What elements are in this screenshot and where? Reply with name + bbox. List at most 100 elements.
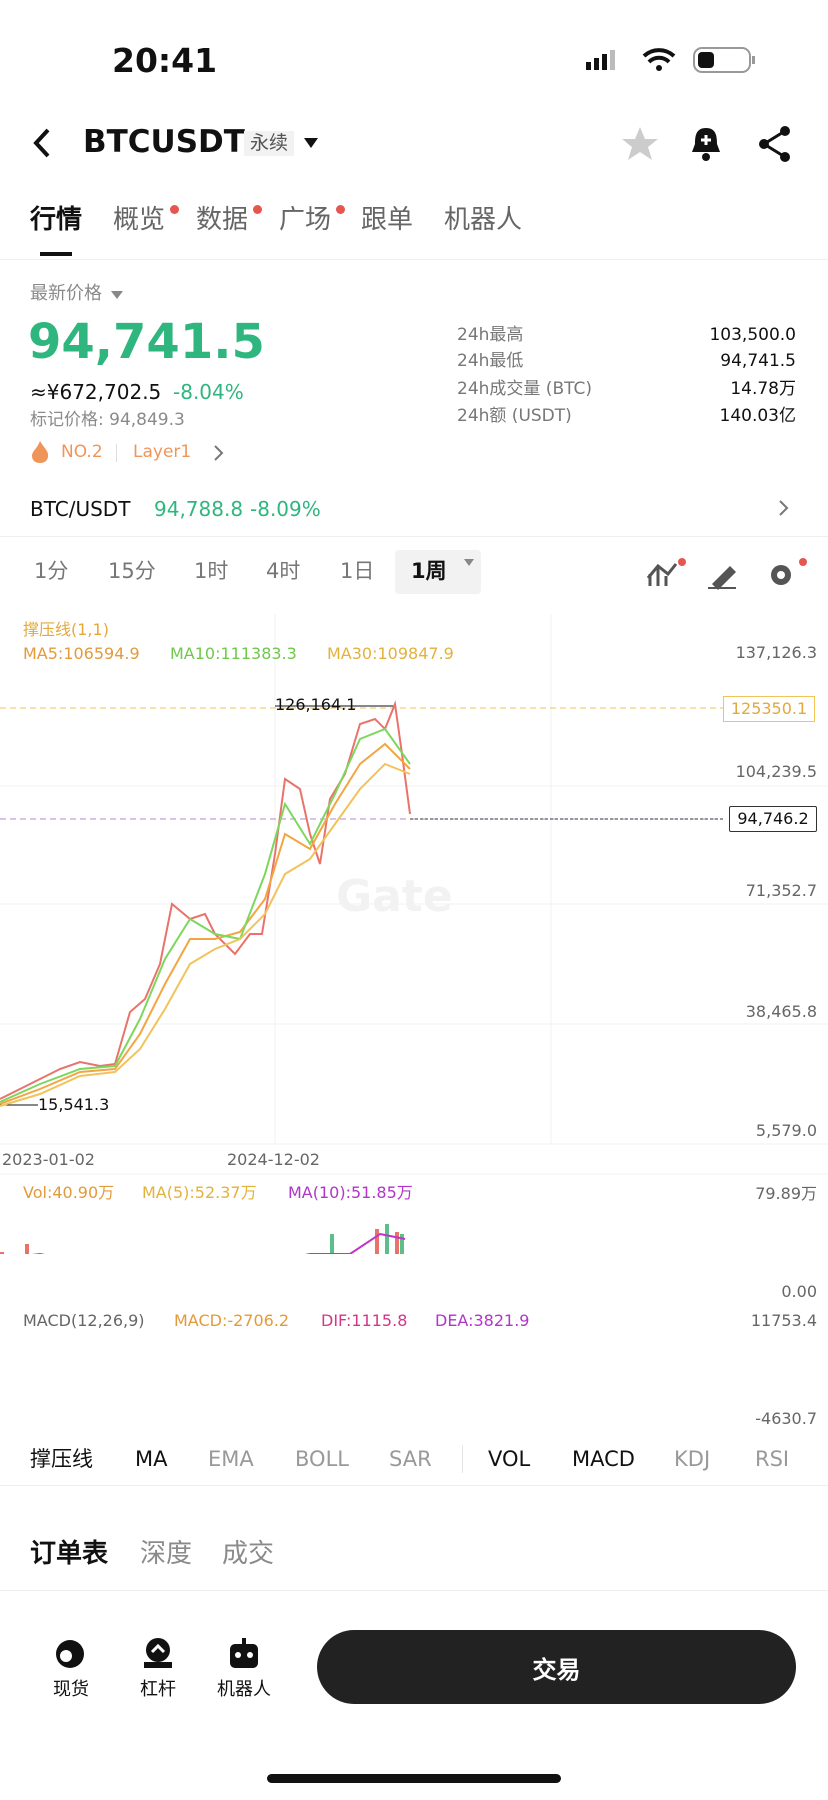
indicator[interactable]: MA bbox=[135, 1447, 168, 1471]
stat-label: 24h额 (USDT) bbox=[457, 406, 572, 426]
macd-value: MACD:-2706.2 bbox=[174, 1311, 290, 1330]
ma-label: MA30:109847.9 bbox=[327, 644, 454, 663]
tab-dot bbox=[336, 205, 345, 214]
status-icons bbox=[586, 47, 755, 73]
alert-bell[interactable] bbox=[688, 124, 724, 164]
ma-label: MA10:111383.3 bbox=[170, 644, 297, 663]
line-label: 125350.1 bbox=[723, 696, 815, 722]
dropdown-arrow[interactable] bbox=[302, 136, 320, 150]
mark-price: 标记价格: 94,849.3 bbox=[30, 410, 185, 430]
interval[interactable]: 1分 bbox=[34, 559, 69, 583]
divider bbox=[0, 1485, 828, 1486]
vol-ma5: MA(5):52.37万 bbox=[142, 1183, 257, 1202]
macd-title: MACD(12,26,9) bbox=[23, 1311, 145, 1330]
dropdown-arrow bbox=[464, 559, 474, 566]
nav-item[interactable]: 杠杆 bbox=[140, 1679, 176, 1700]
nav-item[interactable]: 现货 bbox=[53, 1679, 89, 1700]
price-change: -8.04% bbox=[173, 380, 244, 404]
vol-label: Vol:40.90万 bbox=[23, 1183, 115, 1202]
interval[interactable]: 1时 bbox=[194, 559, 229, 583]
nav-item[interactable]: 机器人 bbox=[217, 1679, 271, 1700]
spot-price: 94,788.8 bbox=[154, 497, 244, 521]
last-price: 94,741.5 bbox=[28, 314, 265, 370]
low-label: 15,541.3 bbox=[38, 1095, 110, 1114]
tab[interactable]: 数据 bbox=[196, 205, 249, 235]
tab-indicator bbox=[40, 252, 72, 256]
chevron[interactable] bbox=[778, 499, 790, 517]
favorite-star[interactable] bbox=[620, 124, 660, 164]
divider bbox=[0, 259, 828, 260]
indicator[interactable]: VOL bbox=[488, 1447, 531, 1471]
watermark: Gate bbox=[336, 871, 453, 922]
axis-label: 71,352.7 bbox=[745, 881, 817, 900]
indicator[interactable]: 撑压线 bbox=[30, 1447, 93, 1471]
share-button[interactable] bbox=[757, 124, 793, 164]
indicator[interactable]: RSI bbox=[755, 1447, 790, 1471]
tab[interactable]: 广场 bbox=[279, 205, 332, 235]
dea-value: DEA:3821.9 bbox=[435, 1311, 530, 1330]
stat-label: 24h最高 bbox=[457, 325, 524, 345]
spot-change: -8.09% bbox=[250, 497, 321, 521]
axis-label: 5,579.0 bbox=[755, 1121, 817, 1140]
fire-icon bbox=[32, 441, 49, 463]
indicator[interactable]: EMA bbox=[208, 1447, 254, 1471]
date-label: 2024-12-02 bbox=[227, 1150, 320, 1169]
cny-price: ≈¥672,702.5 bbox=[30, 380, 162, 404]
axis-label: 0.00 bbox=[781, 1282, 817, 1301]
interval[interactable]: 1周 bbox=[411, 559, 447, 583]
dif-value: DIF:1115.8 bbox=[321, 1311, 408, 1330]
axis-label: -4630.7 bbox=[755, 1409, 817, 1428]
axis-label: 79.89万 bbox=[755, 1184, 817, 1203]
divider bbox=[0, 536, 828, 537]
status-time: 20:41 bbox=[112, 41, 218, 80]
book-tab[interactable]: 成交 bbox=[222, 1539, 275, 1569]
stat-label: 24h成交量 (BTC) bbox=[457, 379, 592, 399]
stat-value: 14.78万 bbox=[730, 379, 796, 399]
book-tab[interactable]: 深度 bbox=[140, 1539, 193, 1569]
stat-value: 103,500.0 bbox=[709, 325, 796, 345]
indicator[interactable]: MACD bbox=[572, 1447, 635, 1471]
chart-tools[interactable] bbox=[646, 558, 816, 590]
price-chart bbox=[0, 614, 828, 1254]
indicator[interactable]: SAR bbox=[389, 1447, 432, 1471]
stat-value: 94,741.5 bbox=[720, 351, 796, 371]
book-tab[interactable]: 订单表 bbox=[30, 1539, 109, 1569]
tab-dot bbox=[253, 205, 262, 214]
tab-dot bbox=[170, 205, 179, 214]
high-label: 126,164.1 bbox=[275, 695, 357, 714]
axis-label: 11753.4 bbox=[750, 1311, 817, 1330]
vol-ma10: MA(10):51.85万 bbox=[288, 1183, 413, 1202]
interval[interactable]: 4时 bbox=[266, 559, 301, 583]
axis-label: 104,239.5 bbox=[735, 762, 817, 781]
home-indicator bbox=[267, 1774, 561, 1783]
axis-label: 137,126.3 bbox=[735, 643, 817, 662]
tab[interactable]: 机器人 bbox=[444, 205, 523, 235]
interval[interactable]: 1日 bbox=[340, 559, 375, 583]
divider bbox=[0, 1590, 828, 1591]
nav-icons bbox=[56, 1638, 258, 1668]
indicator[interactable]: KDJ bbox=[674, 1447, 711, 1471]
price-label[interactable]: 最新价格 bbox=[30, 283, 102, 304]
axis-label: 38,465.8 bbox=[745, 1002, 817, 1021]
date-label: 2023-01-02 bbox=[2, 1150, 95, 1169]
sector-tag[interactable]: Layer1 bbox=[133, 442, 192, 462]
dropdown-arrow bbox=[111, 291, 123, 299]
trade-button[interactable]: 交易 bbox=[317, 1630, 796, 1704]
current-price-label: 94,746.2 bbox=[729, 806, 817, 832]
tab[interactable]: 概览 bbox=[113, 205, 166, 235]
ma-label: MA5:106594.9 bbox=[23, 644, 140, 663]
spot-pair[interactable]: BTC/USDT bbox=[30, 497, 131, 521]
stat-label: 24h最低 bbox=[457, 351, 524, 371]
contract-badge: 永续 bbox=[244, 131, 295, 156]
indicator[interactable]: BOLL bbox=[295, 1447, 349, 1471]
chevron bbox=[214, 445, 224, 461]
interval[interactable]: 15分 bbox=[108, 559, 156, 583]
stat-value: 140.03亿 bbox=[719, 406, 796, 426]
symbol: BTCUSDT bbox=[83, 124, 245, 160]
indicator-label: 撑压线(1,1) bbox=[23, 620, 109, 639]
back-button[interactable] bbox=[28, 126, 58, 160]
tab[interactable]: 行情 bbox=[30, 205, 83, 235]
rank-tag[interactable]: NO.2 bbox=[61, 442, 103, 462]
tab[interactable]: 跟单 bbox=[361, 205, 414, 235]
